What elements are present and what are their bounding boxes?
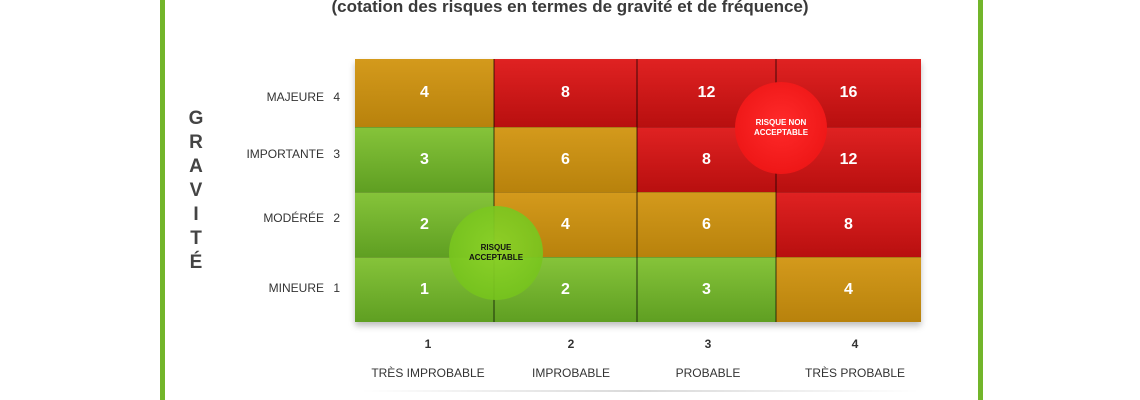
- cell-value: 4: [844, 280, 853, 298]
- row-label: MODÉRÉE 2: [180, 211, 340, 225]
- cell-value: 2: [561, 280, 570, 298]
- bottom-divider: [360, 390, 920, 392]
- matrix-cell: 6: [637, 192, 776, 257]
- y-axis-letter: T: [190, 228, 202, 249]
- chart-subtitle: (cotation des risques en termes de gravi…: [331, 0, 809, 16]
- grid-col-divider: [493, 59, 495, 322]
- row-label-text: MAJEURE: [266, 90, 324, 104]
- grid-row-divider: [355, 257, 921, 258]
- y-axis-letter: V: [189, 180, 203, 201]
- row-label-number: 4: [333, 90, 340, 104]
- y-axis-letter: G: [188, 108, 204, 129]
- row-label-text: IMPORTANTE: [246, 147, 324, 161]
- matrix-cell: 6: [494, 127, 637, 192]
- row-label-text: MINEURE: [268, 281, 324, 295]
- cell-value: 16: [839, 84, 858, 101]
- row-label-number: 1: [333, 281, 340, 295]
- cell-value: 4: [561, 215, 570, 233]
- column-label: IMPROBABLE: [531, 366, 611, 380]
- grid-row-divider: [355, 127, 921, 128]
- matrix-cell: 3: [637, 257, 776, 322]
- cell-value: 8: [844, 215, 853, 233]
- unacceptable-risk-bubble: RISQUE NON ACCEPTABLE: [735, 82, 827, 174]
- row-label: MINEURE 1: [180, 281, 340, 295]
- cell-value: 4: [420, 84, 429, 101]
- matrix-cell: 8: [494, 59, 637, 127]
- column-number: 4: [851, 337, 859, 351]
- cell-value: 3: [420, 150, 429, 168]
- matrix-cell: 3: [355, 127, 494, 192]
- grid-row-divider: [355, 192, 921, 193]
- column-number: 1: [424, 337, 432, 351]
- column-label: PROBABLE: [675, 366, 741, 380]
- matrix-cell: 4: [355, 59, 494, 127]
- acceptable-risk-label: RISQUE ACCEPTABLE: [468, 243, 524, 262]
- column-label: TRÈS IMPROBABLE: [371, 366, 485, 380]
- row-label: MAJEURE 4: [180, 90, 340, 104]
- column-number: 3: [704, 337, 712, 351]
- row-label: IMPORTANTE 3: [180, 147, 340, 161]
- cell-value: 3: [702, 280, 711, 298]
- cell-value: 1: [420, 280, 429, 298]
- matrix-cell: 4: [776, 257, 921, 322]
- risk-matrix: 4 8 12 16 3 6 8 12 2 4 6 8 1 2 3 4: [355, 59, 921, 322]
- cell-value: 6: [702, 215, 711, 233]
- grid-col-divider: [775, 59, 777, 322]
- y-axis-letter: A: [189, 156, 203, 177]
- column-label: TRÈS PROBABLE: [804, 366, 906, 380]
- y-axis-letter: R: [189, 132, 203, 153]
- row-label-text: MODÉRÉE: [263, 211, 324, 225]
- row-label-number: 2: [333, 211, 340, 225]
- cell-value: 2: [420, 215, 429, 233]
- cell-value: 12: [839, 150, 858, 168]
- matrix-cell: 8: [776, 192, 921, 257]
- cell-value: 12: [697, 84, 716, 101]
- y-axis-letter: É: [189, 252, 203, 273]
- grid-col-divider: [636, 59, 638, 322]
- cell-value: 8: [561, 84, 570, 101]
- column-number: 2: [567, 337, 575, 351]
- row-label-number: 3: [333, 147, 340, 161]
- y-axis-letter: I: [193, 204, 199, 225]
- cell-value: 8: [702, 150, 711, 168]
- unacceptable-risk-label: RISQUE NON ACCEPTABLE: [753, 118, 809, 137]
- acceptable-risk-bubble: RISQUE ACCEPTABLE: [449, 206, 543, 300]
- cell-value: 6: [561, 150, 570, 168]
